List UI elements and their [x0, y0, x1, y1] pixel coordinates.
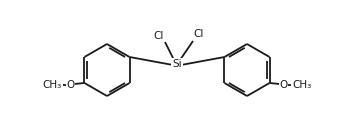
Text: O: O [279, 80, 288, 90]
Text: O: O [66, 80, 75, 90]
Text: Si: Si [172, 59, 182, 69]
Text: Cl: Cl [194, 29, 204, 39]
Text: CH₃: CH₃ [43, 80, 62, 90]
Text: CH₃: CH₃ [292, 80, 311, 90]
Text: Cl: Cl [154, 31, 164, 41]
